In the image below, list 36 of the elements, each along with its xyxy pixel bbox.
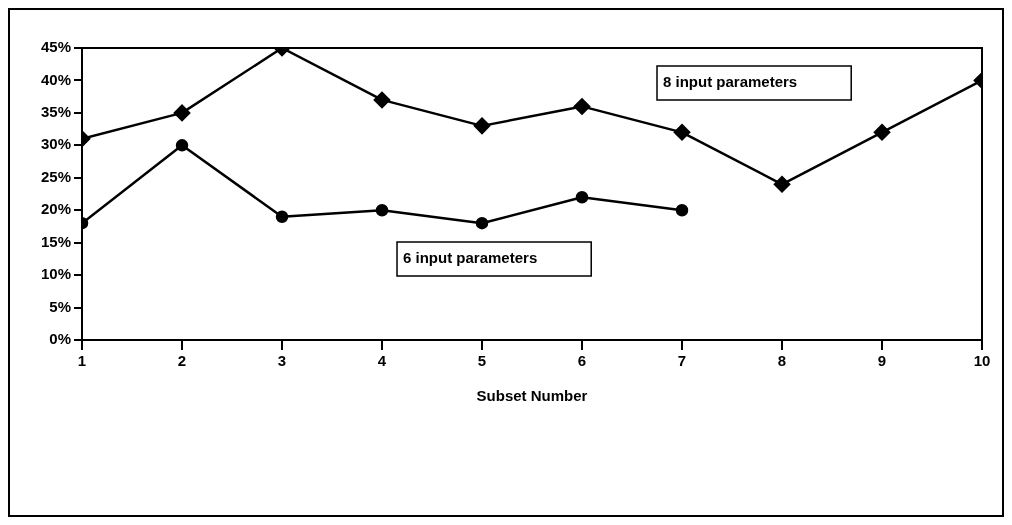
point xyxy=(773,176,791,193)
point xyxy=(873,124,891,141)
x-tick-label: 8 xyxy=(777,352,787,370)
x-tick-label: 4 xyxy=(377,352,387,370)
x-tick-label: 2 xyxy=(177,352,187,370)
y-tick-label: 15% xyxy=(40,232,72,250)
point xyxy=(475,216,489,230)
y-tick-label: 5% xyxy=(49,297,72,315)
y-tick-label: 45% xyxy=(40,38,72,56)
point xyxy=(275,210,289,223)
x-tick-label: 3 xyxy=(277,352,287,370)
point xyxy=(575,190,589,204)
x-tick-label: 10 xyxy=(973,352,991,370)
point xyxy=(675,203,689,217)
point xyxy=(473,117,491,135)
x-tick-label: 7 xyxy=(677,352,687,370)
point xyxy=(175,139,189,152)
x-tick-label: 9 xyxy=(877,352,887,370)
x-tick-label: 6 xyxy=(577,352,587,370)
point xyxy=(375,203,389,217)
x-tick-label: 1 xyxy=(77,352,87,370)
x-axis-title: Subset Number xyxy=(476,387,588,405)
point xyxy=(373,91,391,109)
y-tick-label: 10% xyxy=(40,265,72,283)
y-tick-label: 0% xyxy=(49,330,72,348)
text: 6 input parameters xyxy=(403,249,538,267)
x-tick-label: 5 xyxy=(477,352,487,370)
y-tick-label: 30% xyxy=(40,135,72,153)
y-tick-label: 20% xyxy=(40,200,72,218)
point xyxy=(173,104,191,122)
y-tick-label: 35% xyxy=(40,103,72,121)
point xyxy=(573,98,591,115)
y-tick-label: 25% xyxy=(40,167,72,185)
text: 8 input parameters xyxy=(663,73,798,91)
point xyxy=(673,124,691,141)
y-tick-label: 40% xyxy=(40,70,72,88)
